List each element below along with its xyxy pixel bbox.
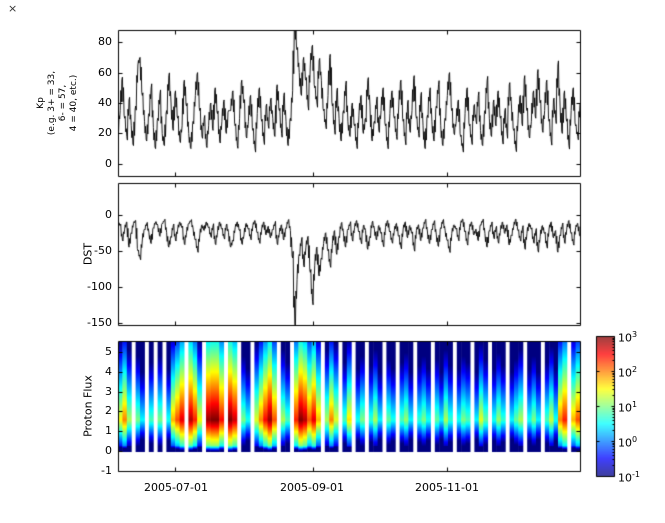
colorbar-tick-label: 10-1 — [618, 470, 640, 485]
kp-axis-label-line: Kp — [36, 97, 46, 109]
y-tick-label: -1 — [101, 464, 112, 477]
y-tick-label: -150 — [87, 315, 112, 329]
y-tick-label: -100 — [87, 279, 112, 293]
colorbar-tick-label: 101 — [618, 400, 638, 415]
y-tick-label: 0 — [105, 207, 112, 221]
x-tick-label: 2005-07-01 — [144, 481, 208, 494]
y-tick-label: 20 — [98, 126, 112, 140]
kp-axis-label-line: (e.g. 3+ = 33, — [47, 70, 57, 136]
colorbar-tick-label: 103 — [618, 330, 638, 345]
y-tick-label: 1 — [105, 424, 112, 438]
y-tick-label: 80 — [98, 35, 112, 49]
y-tick-label: 5 — [105, 344, 112, 358]
window-close-icon[interactable]: × — [8, 2, 18, 15]
x-tick-label: 2005-09-01 — [280, 481, 344, 494]
y-tick-label: 60 — [98, 65, 112, 79]
y-tick-label: 4 — [105, 364, 112, 378]
kp-axis-label-line: 6- = 57, — [58, 84, 68, 122]
y-tick-label: 2 — [105, 404, 112, 418]
kp-axis-label: Kp (e.g. 3+ = 33, 6- = 57, 4 = 40, etc.) — [36, 71, 80, 135]
y-tick-label: 3 — [105, 384, 112, 398]
y-tick-label: 0 — [105, 444, 112, 458]
x-tick-label: 2005-11-01 — [415, 481, 479, 494]
colorbar-tick-label: 102 — [618, 365, 638, 380]
y-tick-label: 40 — [98, 96, 112, 109]
colorbar-tick-label: 100 — [618, 435, 638, 450]
y-tick-label: 0 — [105, 156, 112, 170]
y-tick-label: -50 — [94, 243, 112, 257]
